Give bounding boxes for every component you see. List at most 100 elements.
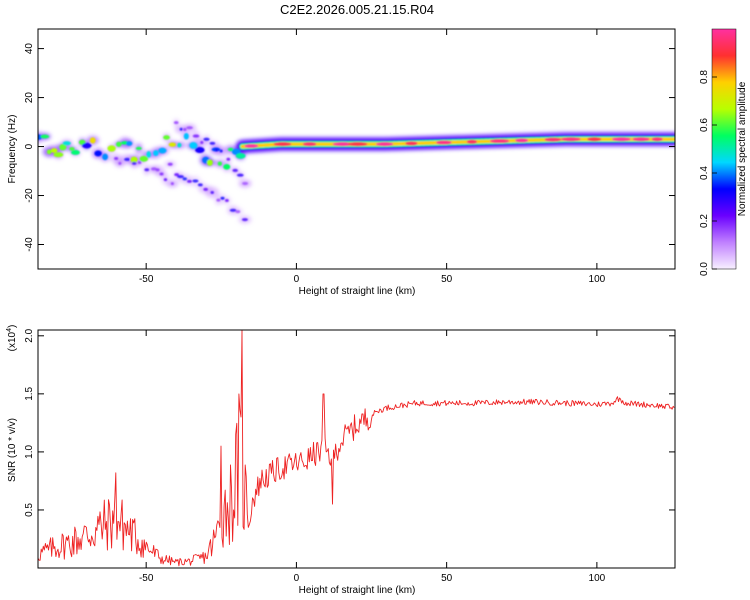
colorbar-scale [712,29,736,269]
figure: C2E2.2026.005.21.15.R04 -50 0 50 10040200-2… [0,0,750,600]
spectrogram-blob [348,142,368,146]
spectrogram-blob [138,161,141,164]
spectrogram-blob [53,152,63,157]
y-tick-label: 20 [24,92,35,104]
snr-multiplier-base: (x10 [7,331,18,351]
y-tick-label: 2.0 [24,328,35,342]
spectrogram-blob [220,150,223,153]
spectrogram-blob [171,182,174,185]
spectrogram-blob [94,151,101,157]
spectrogram-blob [69,147,75,151]
spectrogram-blob [210,142,216,145]
spectrogram-blob [158,148,166,154]
spectrogram-blob [82,143,91,148]
spectrogram-blob [71,150,80,155]
spectrogram-blob [237,174,244,177]
spectrogram-blob [47,149,52,154]
spectrogram-blob [136,147,142,150]
y-tick-label: 40 [24,43,35,55]
spectrogram-panel: -50 0 50 100 40 20 0 -20 -40 Height of straight … [7,29,675,297]
spectrogram-blob [189,142,197,149]
y-tick-label: 1.0 [24,445,35,459]
spectrogram-blob [187,180,192,183]
spectrogram-blob [114,157,118,160]
spectrogram-blob [612,137,631,141]
spectrogram-x-label: Height of straight line (km) [299,286,416,297]
snr-plot-area [38,330,675,568]
spectrogram-blob [215,148,219,151]
spectrogram-blob [203,138,209,141]
spectrogram-blob [515,138,528,142]
spectrogram-blob [163,135,170,139]
colorbar-tick-label: 0.2 [699,214,710,228]
spectrogram-blob [126,141,132,146]
spectrogram-blob [177,143,181,148]
spectrogram-blob [102,154,108,160]
spectrogram-blob [220,197,224,200]
spectrogram-blob [226,158,230,161]
spectrogram-blob [146,151,151,158]
x-tick-label: -50 [139,274,154,285]
colorbar: 0.0 0.2 0.4 0.6 0.8 Normalized spectral ampl… [699,29,748,276]
spectrogram-blob [124,158,130,161]
x-tick-label: 0 [294,274,300,285]
spectrogram-blob [159,172,163,175]
snr-panel: -50 0 50 100 0.5 1.0 1.5 2.0 Height of straight… [6,325,675,596]
spectrogram-blob [90,137,96,143]
colorbar-label: Normalized spectral amplitude [737,81,748,216]
spectrogram-blob [183,128,186,131]
spectrogram-blob [235,210,240,213]
spectrogram-blob [244,144,258,148]
spectrogram-blob [193,135,200,138]
spectrogram-blob [652,137,663,141]
x-tick-label: 50 [441,274,453,285]
spectrogram-blob [236,153,246,159]
spectrogram-blob [153,150,159,156]
spectrogram-blob [132,162,136,165]
spectrogram-blob [63,141,71,145]
spectrogram-blob [223,164,230,170]
spectrogram-blob [207,159,213,165]
spectrogram-blob [303,142,317,146]
spectrogram-blob [192,179,198,182]
spectrogram-blob [230,209,237,212]
spectrogram-blob [116,142,122,147]
spectrogram-blob [107,145,115,151]
spectrogram-blob [40,135,49,139]
colorbar-tick-label: 0.0 [699,262,710,276]
spectrogram-blob [242,182,248,185]
spectrogram-blob [587,137,601,141]
spectrogram-blob [225,199,229,202]
spectrogram-blob [545,138,562,142]
snr-multiplier: (x104) [6,325,18,352]
x-tick-label: 0 [294,573,300,584]
y-tick-label: 0 [24,143,35,149]
spectrogram-blob [210,191,213,194]
colorbar-tick-label: 0.8 [699,70,710,84]
snr-x-label: Height of straight line (km) [299,585,416,596]
spectrogram-blob [436,141,452,145]
spectrogram-blob [168,163,173,166]
spectrogram-blob [195,147,204,153]
spectrogram-blob [156,168,160,171]
spectrogram-blob [174,121,179,124]
x-tick-label: 50 [441,573,453,584]
x-tick-label: 100 [589,274,606,285]
y-tick-label: 0.5 [24,503,35,517]
spectrogram-blob [144,168,149,171]
spectrogram-blob [186,126,193,129]
spectrogram-blob [216,199,220,202]
x-tick-label: 100 [589,573,606,584]
spectrogram-blob [200,141,203,144]
spectrogram-blob [164,178,167,181]
spectrogram-blob [169,142,177,146]
y-tick-label: -40 [24,237,35,252]
spectrogram-blob [218,161,222,165]
colorbar-tick-label: 0.6 [699,118,710,132]
spectrogram-y-label: Frequency (Hz) [7,115,18,184]
spectrogram-blob [561,137,581,141]
spectrogram-blob [274,142,292,146]
colorbar-tick-label: 0.4 [699,166,710,180]
spectrogram-blob [632,137,649,141]
spectrogram-blob [376,142,393,146]
